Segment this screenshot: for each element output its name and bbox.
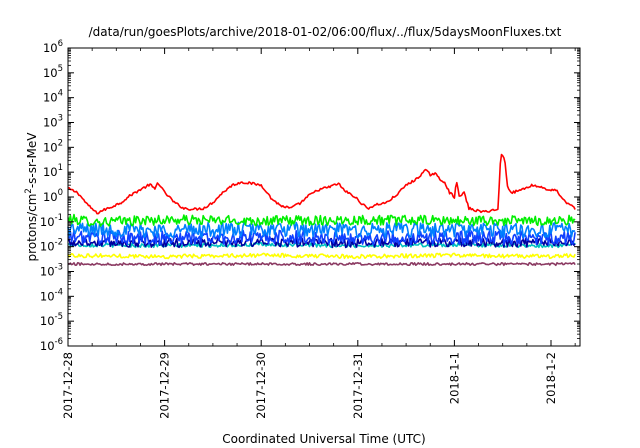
y-tick-label: 10-3 bbox=[40, 263, 63, 279]
x-tick-label: 2018-1-1 bbox=[447, 352, 461, 404]
y-tick-label: 100 bbox=[43, 188, 63, 204]
plot-area bbox=[67, 153, 576, 267]
x-axis: 2017-12-28 2017-12-29 2017-12-30 2017-12-31… bbox=[61, 48, 576, 419]
chart-title: /data/run/goesPlots/archive/2018-01-02/0… bbox=[89, 25, 562, 39]
x-axis-label: Coordinated Universal Time (UTC) bbox=[222, 432, 425, 446]
y-tick-label: 104 bbox=[43, 89, 63, 105]
y-tick-label: 10-1 bbox=[40, 213, 63, 229]
y-tick-label: 105 bbox=[43, 64, 63, 80]
series-line bbox=[67, 213, 576, 227]
series-line bbox=[67, 262, 576, 267]
x-tick-label: 2017-12-31 bbox=[351, 352, 365, 419]
plot-frame bbox=[67, 47, 581, 347]
y-tick-label: 102 bbox=[43, 138, 63, 154]
y-tick-label: 106 bbox=[43, 39, 63, 55]
y-axis-label-rest: -s-sr-MeV bbox=[25, 132, 39, 188]
series-line bbox=[67, 221, 576, 239]
y-tick-label: 10-6 bbox=[40, 337, 63, 353]
x-tick-label: 2018-1-2 bbox=[544, 352, 558, 404]
y-axis: 10-6 10-5 10-4 10-3 10-2 10-1 100 101 102 103 104 1… bbox=[40, 39, 580, 353]
y-tick-label: 101 bbox=[43, 163, 63, 179]
y-axis-label-sup: 2 bbox=[24, 188, 34, 193]
y-tick-label: 10-5 bbox=[40, 312, 63, 328]
y-axis-label: protons/cm2-s-sr-MeV bbox=[24, 132, 39, 262]
y-tick-label: 10-2 bbox=[40, 238, 63, 254]
series-line bbox=[67, 252, 576, 260]
y-tick-label: 103 bbox=[43, 114, 63, 130]
series-line bbox=[67, 153, 576, 215]
x-tick-label: 2017-12-30 bbox=[254, 352, 268, 419]
x-tick-label: 2017-12-28 bbox=[61, 352, 75, 419]
y-axis-label-base: protons/cm bbox=[25, 194, 39, 262]
x-tick-label: 2017-12-29 bbox=[158, 352, 172, 419]
y-tick-label: 10-4 bbox=[40, 287, 63, 303]
